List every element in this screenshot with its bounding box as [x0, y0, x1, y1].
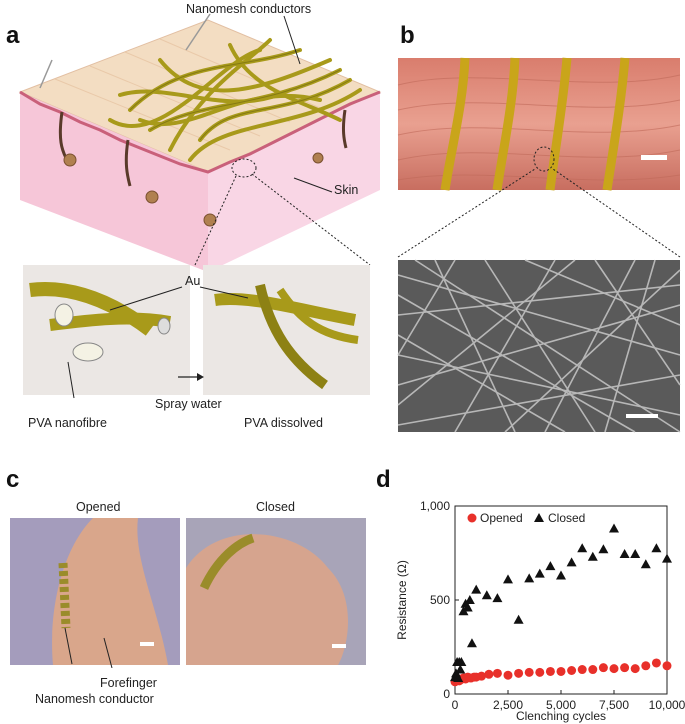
- data-point-closed: [566, 557, 577, 567]
- scale-bar-c2: [332, 644, 346, 648]
- label-nanomesh-conductor: Nanomesh conductor: [35, 692, 154, 706]
- skin-leader: [293, 177, 333, 193]
- data-point-opened: [620, 663, 630, 673]
- nanomesh-on-knuckle: [199, 533, 255, 590]
- data-point-opened: [567, 666, 577, 675]
- panel-label-a: a: [6, 22, 20, 49]
- label-nanomesh-conductors: Nanomesh conductors: [186, 2, 312, 16]
- data-point-opened: [524, 667, 534, 677]
- label-opened: Opened: [76, 500, 121, 514]
- data-point-opened: [609, 664, 619, 674]
- data-point-closed: [630, 548, 641, 558]
- scale-bar-b1: [641, 155, 667, 160]
- label-pva-nanofibre: PVA nanofibre: [28, 416, 107, 430]
- y-tick-label: 500: [430, 593, 450, 607]
- inset-pva-dissolved: [203, 265, 370, 395]
- hollow-gold-shells: [214, 283, 359, 390]
- x-tick-label: 2,500: [493, 698, 523, 712]
- panel-label-c: c: [6, 466, 20, 493]
- scale-bar-b2: [626, 414, 658, 418]
- data-point-opened: [484, 669, 494, 679]
- fingertip-photo: [398, 58, 680, 190]
- data-point-opened: [598, 663, 608, 673]
- data-point-opened: [545, 666, 555, 676]
- data-point-opened: [556, 666, 566, 676]
- data-point-opened: [662, 661, 672, 671]
- panel-b-images: [397, 57, 681, 433]
- data-point-closed: [577, 543, 588, 553]
- gold-lines: [440, 57, 630, 191]
- x-axis-title: Clenching cycles: [516, 709, 606, 723]
- data-point-closed: [503, 574, 513, 584]
- nanomesh-on-finger: [58, 562, 71, 629]
- x-tick-label: 5,000: [546, 698, 576, 712]
- legend-marker-closed: [534, 513, 544, 522]
- data-point-closed: [651, 543, 662, 553]
- y-tick-label: 1,000: [420, 499, 450, 513]
- data-point-closed: [456, 657, 467, 667]
- legend-label-closed: Closed: [548, 511, 585, 525]
- data-point-closed: [598, 544, 609, 554]
- data-point-closed: [471, 584, 482, 594]
- data-point-closed: [466, 638, 477, 648]
- legend-marker-opened: [467, 513, 477, 523]
- data-point-closed: [545, 561, 556, 571]
- label-pva-dissolved: PVA dissolved: [244, 416, 323, 430]
- data-point-closed: [481, 590, 492, 600]
- panel-label-d: d: [376, 466, 391, 493]
- zoom-circle-a: [231, 158, 257, 178]
- data-point-closed: [534, 568, 545, 578]
- data-point-opened: [651, 658, 661, 668]
- x-axis: 0 2,500 5,000 7,500 10,000: [452, 690, 685, 712]
- resistance-chart: 0 2,500 5,000 7,500 10,000 0 500 1,000 Clenchi…: [395, 499, 685, 723]
- sem-fibres: [397, 259, 681, 433]
- panel-label-b: b: [400, 22, 415, 49]
- data-point-closed: [662, 553, 672, 563]
- y-axis-title: Resistance (Ω): [395, 560, 409, 640]
- chart-marks: [450, 523, 672, 687]
- legend: Opened Closed: [467, 511, 585, 525]
- data-point-closed: [455, 664, 466, 674]
- data-point-closed: [464, 595, 475, 604]
- data-point-closed: [492, 593, 503, 603]
- data-point-opened: [630, 664, 640, 674]
- data-point-closed: [453, 673, 464, 683]
- data-point-opened: [535, 667, 545, 677]
- data-point-opened: [641, 661, 651, 671]
- x-tick-label: 10,000: [649, 698, 685, 712]
- data-point-closed: [640, 559, 651, 569]
- plot-area: [454, 505, 668, 695]
- data-point-closed: [524, 573, 535, 583]
- legend-label-opened: Opened: [480, 511, 523, 525]
- panel-c-photos: [10, 518, 366, 668]
- data-point-closed: [556, 570, 566, 580]
- panel-a-illustration: [18, 13, 382, 399]
- data-point-closed: [513, 614, 524, 624]
- y-axis: 0 500 1,000: [420, 499, 459, 701]
- data-point-closed: [619, 548, 630, 558]
- data-point-opened: [477, 671, 486, 681]
- label-skin: Skin: [334, 183, 359, 197]
- label-closed: Closed: [256, 500, 295, 514]
- skin-block: [18, 19, 382, 272]
- data-point-closed: [609, 523, 619, 533]
- coated-fibres: [29, 282, 172, 362]
- data-point-closed: [462, 602, 473, 612]
- data-point-opened: [503, 670, 513, 680]
- x-tick-label: 0: [452, 698, 459, 712]
- nanomesh-leader: [283, 15, 301, 65]
- label-forefinger: Forefinger: [100, 676, 157, 690]
- label-au: Au: [185, 274, 201, 288]
- arrow-icon: [197, 373, 204, 381]
- data-point-opened: [492, 668, 502, 678]
- scale-bar-c1: [140, 642, 154, 646]
- data-point-opened: [588, 665, 598, 675]
- data-point-opened: [514, 668, 524, 678]
- y-tick-label: 0: [443, 687, 450, 701]
- data-point-opened: [577, 665, 587, 675]
- label-spray-water: Spray water: [155, 397, 222, 411]
- x-tick-label: 7,500: [599, 698, 629, 712]
- data-point-closed: [587, 551, 598, 561]
